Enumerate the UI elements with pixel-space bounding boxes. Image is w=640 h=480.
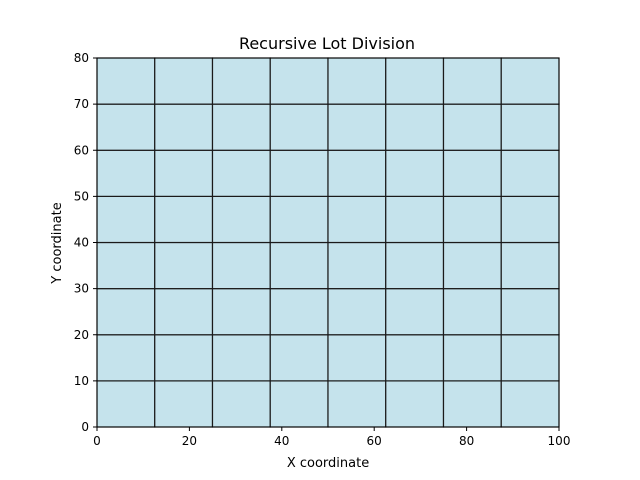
chart-title: Recursive Lot Division (239, 34, 415, 53)
lot-cell (96, 195, 156, 244)
lot-cell (269, 57, 329, 105)
lot-cell (327, 241, 387, 290)
lot-cell (96, 380, 156, 428)
lot-cell (269, 103, 329, 151)
lot-cell (269, 288, 329, 336)
lots-layer (96, 57, 560, 428)
lot-cell (211, 288, 271, 336)
lot-cell (500, 103, 560, 151)
lot-cell (327, 57, 387, 105)
lot-cell (385, 288, 445, 336)
x-tick-label: 0 (93, 434, 101, 448)
lot-cell (211, 380, 271, 428)
lot-cell (442, 149, 502, 197)
lot-cell (211, 195, 271, 244)
lot-cell (327, 288, 387, 336)
y-tick-label: 50 (74, 189, 89, 203)
lot-cell (211, 149, 271, 197)
lot-cell (154, 57, 214, 105)
y-tick-label: 10 (74, 374, 89, 388)
lot-cell (154, 103, 214, 151)
lot-cell (211, 57, 271, 105)
lot-cell (442, 241, 502, 290)
lot-cell (96, 288, 156, 336)
lot-cell (96, 149, 156, 197)
lot-cell (154, 195, 214, 244)
lot-cell (442, 288, 502, 336)
lot-cell (500, 195, 560, 244)
x-tick-label: 100 (548, 434, 571, 448)
lot-cell (269, 380, 329, 428)
y-tick-label: 30 (74, 282, 89, 296)
y-tick-label: 60 (74, 143, 89, 157)
y-axis-label: Y coordinate (50, 202, 65, 284)
lot-cell (154, 334, 214, 382)
y-tick-label: 70 (74, 97, 89, 111)
lot-cell (385, 149, 445, 197)
y-tick-label: 0 (81, 420, 89, 434)
x-tick-label: 20 (182, 434, 197, 448)
y-tick-label: 20 (74, 328, 89, 342)
lot-cell (96, 103, 156, 151)
lot-cell (385, 103, 445, 151)
lot-cell (269, 149, 329, 197)
lot-cell (442, 195, 502, 244)
lot-cell (327, 103, 387, 151)
lot-cell (500, 334, 560, 382)
lot-cell (500, 149, 560, 197)
x-tick-label: 40 (274, 434, 289, 448)
lot-cell (385, 334, 445, 382)
y-tick-label: 80 (74, 51, 89, 65)
lot-cell (96, 334, 156, 382)
lot-cell (327, 195, 387, 244)
y-axis: 0 10 20 30 40 50 60 70 80 (74, 51, 97, 434)
lot-cell (500, 288, 560, 336)
y-tick-label: 40 (74, 236, 89, 250)
lot-cell (385, 241, 445, 290)
lot-cell (154, 149, 214, 197)
lot-cell (385, 195, 445, 244)
lot-cell (154, 288, 214, 336)
lot-cell (442, 57, 502, 105)
lot-cell (327, 380, 387, 428)
x-axis-label: X coordinate (287, 456, 369, 471)
lot-cell (154, 380, 214, 428)
lot-cell (500, 380, 560, 428)
lot-cell (500, 241, 560, 290)
lot-cell (442, 334, 502, 382)
lot-cell (211, 334, 271, 382)
lot-cell (211, 241, 271, 290)
lot-cell (96, 241, 156, 290)
x-tick-label: 80 (459, 434, 474, 448)
lot-cell (269, 241, 329, 290)
lot-cell (269, 195, 329, 244)
x-tick-label: 60 (367, 434, 382, 448)
lot-cell (385, 380, 445, 428)
lot-cell (442, 380, 502, 428)
x-axis: 0 20 40 60 80 100 (93, 427, 570, 448)
lot-cell (500, 57, 560, 105)
lot-cell (385, 57, 445, 105)
lot-cell (269, 334, 329, 382)
lot-cell (211, 103, 271, 151)
lot-cell (154, 241, 214, 290)
lot-cell (96, 57, 156, 105)
lot-cell (327, 149, 387, 197)
lot-cell (442, 103, 502, 151)
lot-cell (327, 334, 387, 382)
